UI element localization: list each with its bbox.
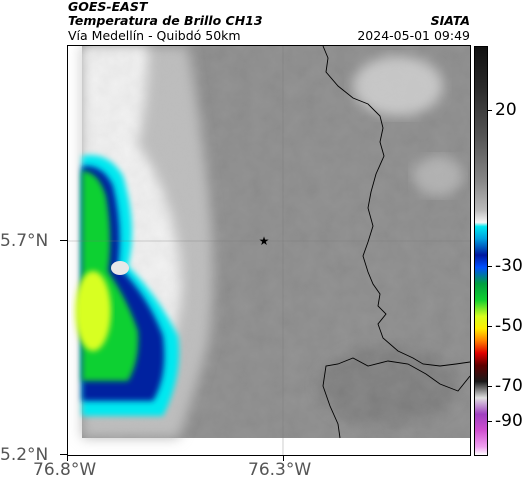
lat-label-5.7: 5.7°N xyxy=(0,231,49,251)
colorbar-label-20: 20 xyxy=(495,100,517,120)
boundary-line-south xyxy=(322,357,470,439)
colorbar-tick-neg30 xyxy=(487,266,492,267)
satellite-title: GOES-EAST xyxy=(68,0,148,14)
product-title: Temperatura de Brillo CH13 xyxy=(68,13,263,28)
colorbar-label-neg70: -70 xyxy=(495,376,523,396)
lat-tick-5.2 xyxy=(60,454,67,455)
cloud-hole xyxy=(111,261,129,275)
colorbar-label-neg90: -90 xyxy=(495,411,523,431)
colorbar-tick-neg70 xyxy=(487,386,492,387)
star-marker-icon: ★ xyxy=(259,234,270,248)
region-label: Vía Medellín - Quibdó 50km xyxy=(68,28,241,43)
colorbar-tick-neg50 xyxy=(487,326,492,327)
colorbar-tick-20 xyxy=(487,110,492,111)
lat-tick-5.7 xyxy=(60,240,67,241)
lon-label-76.3: 76.3°W xyxy=(248,460,312,480)
temperature-colorbar xyxy=(474,46,488,456)
satellite-map[interactable]: ★ xyxy=(67,45,471,456)
lon-tick-76.3 xyxy=(283,455,284,461)
colorbar-label-neg50: -50 xyxy=(495,316,523,336)
colorbar-tick-neg90 xyxy=(487,421,492,422)
lat-label-5.2: 5.2°N xyxy=(0,445,49,465)
lon-tick-76.8 xyxy=(67,455,68,461)
yellow-cloud-core xyxy=(75,271,111,351)
boundary-line xyxy=(322,46,470,367)
colorbar-label-neg30: -30 xyxy=(495,256,523,276)
lon-label-76.8: 76.8°W xyxy=(33,460,97,480)
org-label: SIATA xyxy=(430,13,470,28)
datetime-label: 2024-05-01 09:49 xyxy=(357,28,470,43)
map-canvas: ★ xyxy=(68,46,470,455)
